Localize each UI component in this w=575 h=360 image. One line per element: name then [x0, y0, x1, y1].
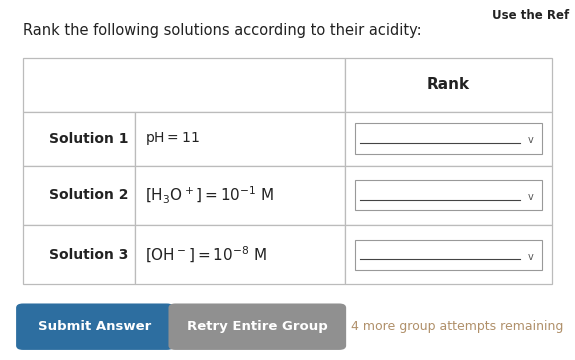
Text: Retry Entire Group: Retry Entire Group: [187, 320, 328, 333]
FancyBboxPatch shape: [168, 303, 346, 350]
Bar: [23, 166, 135, 225]
Text: Rank the following solutions according to their acidity:: Rank the following solutions according t…: [23, 23, 421, 39]
Bar: [355, 180, 542, 210]
Bar: [135, 112, 345, 166]
Text: v: v: [527, 192, 533, 202]
Bar: [23, 58, 345, 112]
Text: Rank: Rank: [427, 77, 470, 92]
Text: $\left[\mathrm{OH^-}\right] = 10^{-8}\ \mathrm{M}$: $\left[\mathrm{OH^-}\right] = 10^{-8}\ \…: [145, 245, 267, 265]
Text: 4 more group attempts remaining: 4 more group attempts remaining: [351, 320, 563, 333]
Bar: [135, 166, 345, 225]
Text: v: v: [527, 135, 533, 145]
Bar: [345, 166, 552, 225]
Text: $\left[\mathrm{H_3O^+}\right] = 10^{-1}\ \mathrm{M}$: $\left[\mathrm{H_3O^+}\right] = 10^{-1}\…: [145, 185, 275, 206]
Text: Submit Answer: Submit Answer: [39, 320, 151, 333]
Text: Use the Ref: Use the Ref: [492, 9, 569, 22]
Bar: [135, 225, 345, 284]
Text: $\mathrm{pH} = 11$: $\mathrm{pH} = 11$: [145, 130, 200, 147]
Text: Solution 2: Solution 2: [49, 188, 128, 202]
Bar: [345, 58, 552, 112]
Bar: [355, 123, 542, 154]
Bar: [355, 240, 542, 270]
Bar: [23, 225, 135, 284]
FancyBboxPatch shape: [16, 303, 174, 350]
Bar: [345, 112, 552, 166]
Bar: [345, 225, 552, 284]
Text: Solution 1: Solution 1: [49, 132, 128, 145]
Text: Solution 3: Solution 3: [49, 248, 128, 262]
Text: v: v: [527, 252, 533, 261]
Bar: [23, 112, 135, 166]
